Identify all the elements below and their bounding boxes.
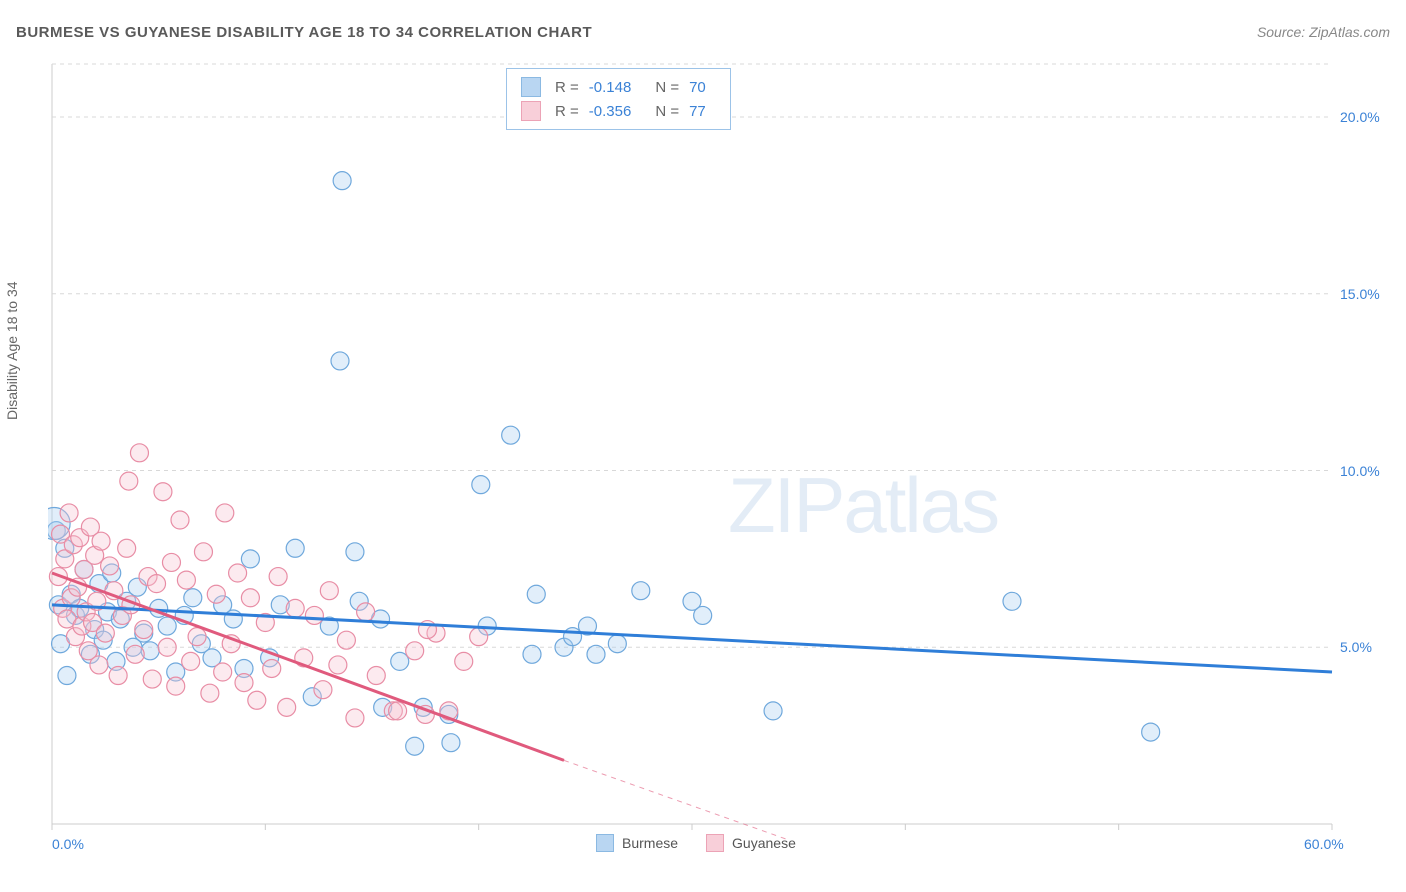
y-tick-label: 10.0% [1340, 463, 1380, 479]
x-tick-label: 0.0% [52, 836, 84, 852]
legend-swatch [706, 834, 724, 852]
legend-swatch [521, 77, 541, 97]
y-axis-label: Disability Age 18 to 34 [4, 281, 20, 420]
correlation-legend: R = -0.148 N = 70 R = -0.356 N = 77 [506, 68, 731, 130]
r-value: -0.148 [589, 79, 632, 96]
correlation-legend-row: R = -0.148 N = 70 [521, 75, 716, 99]
scatter-plot-svg [48, 60, 1390, 840]
y-tick-label: 20.0% [1340, 109, 1380, 125]
n-label: N = [655, 79, 679, 96]
y-tick-label: 15.0% [1340, 286, 1380, 302]
x-tick-label: 60.0% [1304, 836, 1344, 852]
n-value: 70 [689, 79, 706, 96]
series-legend-item: Guyanese [706, 834, 796, 852]
n-label: N = [655, 103, 679, 120]
y-tick-label: 5.0% [1340, 639, 1372, 655]
r-label: R = [555, 79, 579, 96]
chart-title: BURMESE VS GUYANESE DISABILITY AGE 18 TO… [16, 24, 592, 41]
series-legend-item: Burmese [596, 834, 678, 852]
series-label: Burmese [622, 835, 678, 851]
legend-swatch [596, 834, 614, 852]
chart-area: ZIPatlas R = -0.148 N = 70 R = -0.356 N … [48, 60, 1390, 840]
legend-swatch [521, 101, 541, 121]
series-legend: Burmese Guyanese [596, 834, 796, 852]
n-value: 77 [689, 103, 706, 120]
r-value: -0.356 [589, 103, 632, 120]
correlation-legend-row: R = -0.356 N = 77 [521, 99, 716, 123]
series-label: Guyanese [732, 835, 796, 851]
source-attribution: Source: ZipAtlas.com [1257, 24, 1390, 40]
r-label: R = [555, 103, 579, 120]
chart-header: BURMESE VS GUYANESE DISABILITY AGE 18 TO… [16, 24, 1390, 41]
